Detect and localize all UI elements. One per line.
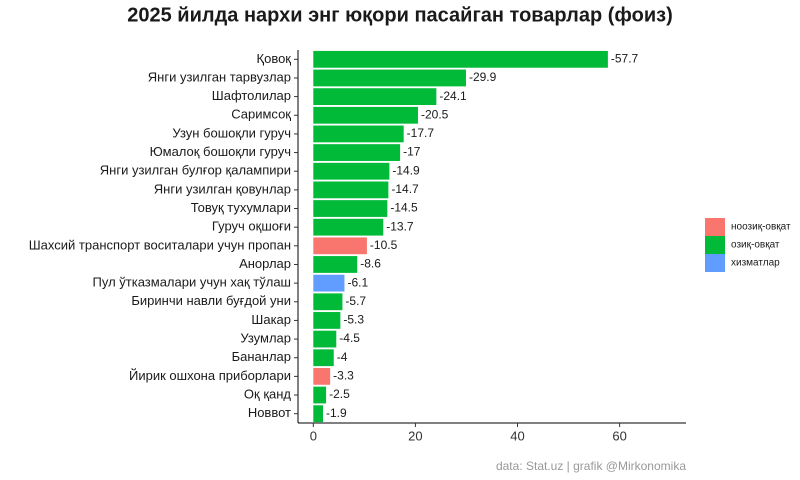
value-label: -1.9	[326, 406, 347, 420]
bar	[313, 386, 327, 404]
value-label: -29.9	[469, 70, 497, 84]
bar	[313, 274, 345, 292]
y-tick-label: Шахсий транспорт воситалари учун пропан	[29, 237, 291, 252]
chart-title: 2025 йилда нархи энг юқори пасайган това…	[127, 4, 673, 26]
value-label: -57.7	[611, 51, 639, 65]
y-tick-label: Қовоқ	[257, 51, 292, 66]
legend-key	[705, 254, 725, 272]
value-label: -8.6	[360, 257, 381, 271]
y-tick-label: Пул ўтказмалари учун хақ тўлаш	[93, 275, 291, 290]
y-tick-label: Янги узилган тарвузлар	[148, 69, 291, 84]
y-tick-label: Янги узилган қовунлар	[154, 181, 291, 196]
bar	[313, 144, 401, 161]
y-tick-label: Бананлар	[232, 349, 291, 364]
x-tick-label: 20	[408, 428, 422, 443]
bar	[313, 88, 437, 106]
y-tick-label: Узун бошоқли гуруч	[172, 125, 291, 140]
bar	[313, 293, 343, 311]
legend-label: озиқ-овқат	[731, 240, 780, 251]
bar	[313, 312, 341, 329]
bar	[313, 125, 404, 143]
y-tick-label: Гуруч оқшоғи	[212, 219, 291, 234]
y-tick-label: Шафтолилар	[212, 88, 291, 103]
bar	[313, 237, 367, 255]
legend-key	[705, 218, 725, 236]
bar	[313, 218, 384, 236]
value-label: -10.5	[370, 238, 398, 252]
value-label: -2.5	[329, 387, 350, 401]
legend-label: ноозиқ-овқат	[731, 222, 791, 233]
legend-label: хизматлар	[731, 258, 780, 269]
y-tick-label: Юмалоқ бошоқли гуруч	[150, 144, 291, 159]
y-tick-label: Оқ қанд	[244, 386, 292, 401]
value-label: -3.3	[333, 369, 354, 383]
y-tick-label: Саримсоқ	[231, 107, 291, 122]
value-label: -4	[337, 350, 348, 364]
value-label: -17.7	[407, 126, 435, 140]
value-label: -17	[403, 145, 421, 159]
bar	[313, 405, 324, 423]
bar	[313, 330, 337, 348]
y-tick-label: Янги узилган булғор қалампири	[100, 163, 291, 178]
bar	[313, 200, 388, 217]
value-label: -24.1	[439, 89, 467, 103]
y-tick-label: Товуқ тухумлари	[191, 200, 291, 215]
y-tick-label: Узумлар	[240, 331, 291, 346]
bar	[313, 367, 331, 385]
value-label: -6.1	[347, 275, 368, 289]
y-tick-label: Йирик ошхона приборлари	[129, 368, 291, 383]
bar	[313, 50, 608, 68]
caption: data: Stat.uz | grafik @Mirkonomika	[496, 459, 686, 473]
y-tick-label: Новвот	[248, 405, 291, 420]
bar	[313, 162, 390, 180]
legend-key	[705, 236, 725, 254]
value-label: -4.5	[339, 331, 360, 345]
x-tick-label: 40	[510, 428, 524, 443]
bar	[313, 349, 334, 367]
y-tick-label: Биринчи навли буғдой уни	[131, 293, 291, 308]
value-label: -14.9	[392, 163, 420, 177]
y-tick-label: Анорлар	[239, 256, 291, 271]
value-label: -13.7	[386, 219, 414, 233]
value-label: -14.5	[390, 201, 418, 215]
value-label: -14.7	[391, 182, 419, 196]
x-tick-label: 0	[310, 428, 317, 443]
bar	[313, 69, 466, 87]
x-tick-label: 60	[612, 428, 626, 443]
y-tick-label: Шакар	[251, 312, 291, 327]
value-label: -20.5	[421, 107, 449, 121]
value-label: -5.3	[343, 313, 364, 327]
bar	[313, 256, 358, 273]
bar	[313, 181, 389, 199]
value-label: -5.7	[345, 294, 366, 308]
bar	[313, 106, 418, 124]
